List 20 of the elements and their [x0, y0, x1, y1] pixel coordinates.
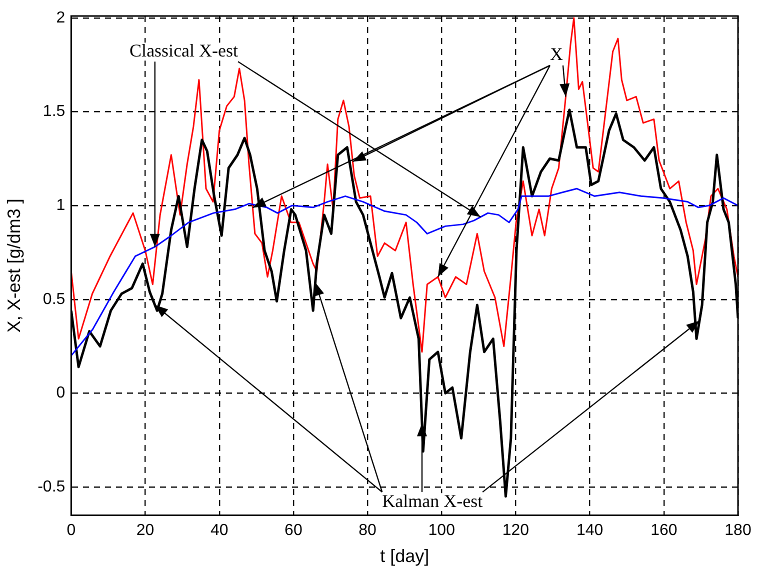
x-tick-label: 140 — [576, 522, 604, 540]
y-tick-label: 1 — [56, 196, 66, 214]
y-axis-title: X, X-est [g/dm3 ] — [4, 198, 24, 333]
x-tick-label: 180 — [724, 522, 752, 540]
y-tick-label: 1.5 — [42, 103, 66, 120]
y-tick-label: -0.5 — [38, 478, 66, 496]
series-label: Kalman X-est — [382, 490, 483, 511]
x-tick-label: 20 — [136, 522, 154, 540]
series-label: X — [550, 44, 563, 64]
x-tick-label: 120 — [502, 522, 530, 540]
y-tick-label: 2 — [56, 9, 66, 26]
x-tick-label: 60 — [284, 522, 302, 540]
x-axis-title: t [day] — [380, 546, 430, 566]
y-tick-label: 0.5 — [42, 290, 66, 308]
x-tick-label: 80 — [358, 522, 377, 540]
text: Classical X-est — [130, 40, 238, 60]
x-tick-label: 40 — [210, 522, 228, 540]
y-tick-label: 0 — [56, 384, 66, 402]
x-tick-label: 100 — [428, 522, 456, 540]
x-tick-label: 160 — [650, 522, 678, 540]
